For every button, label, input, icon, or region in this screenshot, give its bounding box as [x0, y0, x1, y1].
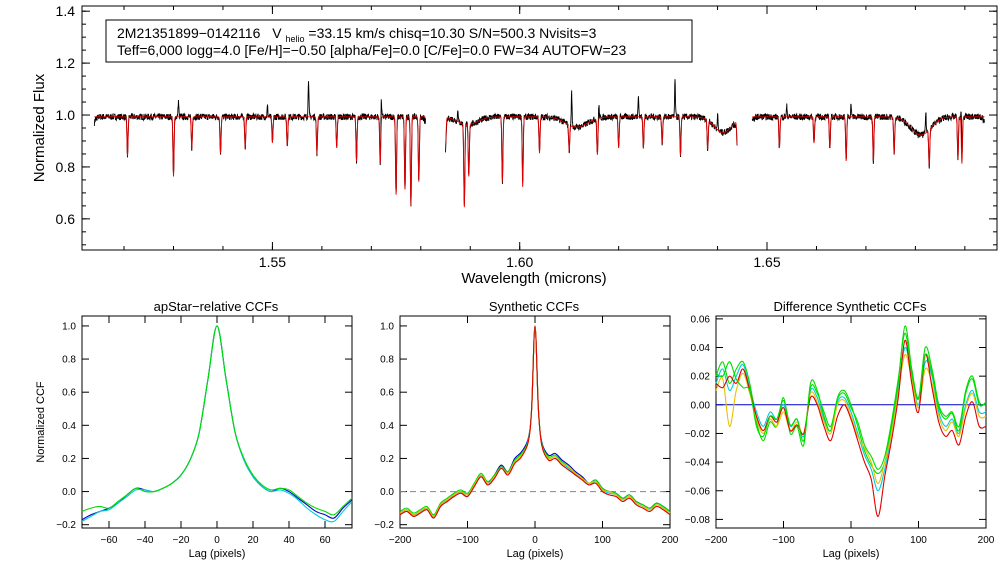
difference-ccf-x-tick-label: 200 [978, 535, 995, 546]
spectrum-x-label: Wavelength (microns) [461, 270, 606, 287]
apstar-ccf-x-tick-label: 40 [283, 535, 295, 546]
synthetic-ccf-y-tick-label: 0.6 [380, 388, 394, 399]
apstar-ccf-x-tick-label: 20 [247, 535, 259, 546]
apstar-ccf-x-label: Lag (pixels) [189, 548, 246, 560]
apstar-ccf-x-tick-label: −20 [173, 535, 190, 546]
spectrum-x-tick-label: 1.65 [753, 254, 780, 270]
spectrum-y-tick-label: 0.6 [56, 211, 76, 227]
synthetic-ccf-y-tick-label: 0.4 [380, 421, 394, 432]
apstar-ccf-x-tick-label: −60 [101, 535, 118, 546]
apstar-ccf-y-tick-label: 0.0 [62, 487, 76, 498]
model-spectrum-line [94, 116, 426, 206]
model-spectrum-line [752, 116, 985, 166]
apstar-ccf-series-visit-1 [81, 325, 353, 521]
difference-ccf-series-visit-4 [715, 354, 987, 485]
spectrum-y-ticks: 0.6 0.8 1.0 1.2 1.4 [56, 3, 997, 246]
spectrum-y-label: Normalized Flux [31, 73, 48, 182]
observed-spectrum-line [93, 81, 426, 207]
difference-ccf-x-label: Lag (pixels) [823, 548, 880, 560]
synthetic-ccf-x-tick-label: 0 [532, 535, 538, 546]
synthetic-ccf-y-tick-label: 0.0 [380, 487, 394, 498]
apstar-ccf-lines [81, 325, 353, 523]
apstar-ccf-y-tick-label: 0.8 [62, 355, 76, 366]
apstar-ccf-series-visit-3 [81, 325, 353, 516]
difference-ccf-panel: Difference Synthetic CCFs −200 −100 0 100 20… [685, 299, 995, 560]
apstar-ccf-series-visit-2 [81, 325, 353, 523]
difference-ccf-series-visit-2 [715, 346, 987, 492]
apstar-ccf-y-tick-label: 0.4 [62, 421, 76, 432]
synthetic-ccf-series-visit-2 [399, 325, 671, 519]
synthetic-ccf-title: Synthetic CCFs [489, 299, 580, 314]
difference-ccf-ticks: −200 −100 0 100 200 −0.08 −0.06 −0.04 −0.02 0.00 0… [685, 314, 995, 546]
info-line-1-rest: =33.15 km/s chisq=10.30 S/N=500.3 Nvisit… [308, 25, 596, 41]
synthetic-ccf-ticks: −200 −100 0 100 200 −0.2 0.0 0.2 0.4 0.6 0.8 1.0 [374, 316, 679, 546]
apstar-ccf-y-label: Normalized CCF [35, 381, 47, 463]
info-line-2: Teff=6,000 logg=4.0 [Fe/H]=−0.50 [alpha/… [117, 42, 626, 58]
apstar-ccf-y-tick-label: 0.6 [62, 388, 76, 399]
difference-ccf-series-visit-6 [715, 332, 987, 470]
model-spectrum-line [445, 116, 738, 208]
difference-ccf-x-tick-label: −100 [772, 535, 795, 546]
synthetic-ccf-x-tick-label: −100 [456, 535, 479, 546]
difference-ccf-y-tick-label: −0.04 [685, 458, 711, 469]
apstar-ccf-y-tick-label: 1.0 [62, 321, 76, 332]
spectrum-lines [93, 79, 985, 208]
synthetic-ccf-series-visit-4 [399, 325, 671, 517]
synthetic-ccf-x-tick-label: 100 [594, 535, 611, 546]
spectrum-panel: 0.6 0.8 1.0 1.2 1.4 1.55 1.60 1.65 2M21351899−… [31, 3, 998, 287]
synthetic-ccf-y-tick-label: −0.2 [374, 520, 394, 531]
difference-ccf-lines [715, 325, 987, 518]
difference-ccf-y-tick-label: −0.02 [685, 429, 711, 440]
apstar-ccf-x-tick-label: −40 [137, 535, 154, 546]
apstar-ccf-frame [81, 315, 353, 529]
difference-ccf-y-tick-label: 0.02 [691, 372, 711, 383]
info-line-1: 2M21351899−0142116 V helio =33.15 km/s c… [117, 25, 597, 45]
difference-ccf-y-tick-label: 0.06 [691, 314, 711, 325]
observed-spectrum-line [751, 103, 985, 169]
difference-ccf-x-tick-label: 100 [910, 535, 927, 546]
difference-ccf-y-tick-label: 0.04 [691, 343, 711, 354]
difference-ccf-x-tick-label: 0 [848, 535, 854, 546]
synthetic-ccf-y-tick-label: 0.2 [380, 454, 394, 465]
apstar-ccf-y-tick-label: −0.2 [56, 520, 76, 531]
apstar-ccf-x-tick-label: 0 [214, 535, 220, 546]
spectrum-x-tick-label: 1.60 [506, 254, 533, 270]
synthetic-ccf-series-visit-5 [399, 325, 671, 519]
difference-ccf-series-visit-5 [715, 339, 987, 518]
difference-ccf-x-tick-label: −200 [705, 535, 728, 546]
synthetic-ccf-x-tick-label: −200 [389, 535, 412, 546]
synthetic-ccf-y-tick-label: 0.8 [380, 355, 394, 366]
synthetic-ccf-y-tick-label: 1.0 [380, 321, 394, 332]
observed-spectrum-line [445, 79, 738, 206]
spectrum-x-tick-label: 1.55 [259, 254, 286, 270]
apstar-ccf-ticks: −60 −40 −20 0 20 40 60 −0.2 0.0 0.2 0.4 0.6 0.8 1.0 [56, 316, 352, 546]
spectrum-x-ticks: 1.55 1.60 1.65 [123, 6, 966, 270]
spectrum-y-tick-label: 0.8 [56, 159, 76, 175]
difference-ccf-title: Difference Synthetic CCFs [774, 299, 927, 314]
apstar-ccf-x-tick-label: 60 [319, 535, 331, 546]
apstar-ccf-title: apStar−relative CCFs [154, 299, 279, 314]
difference-ccf-y-tick-label: −0.08 [685, 515, 711, 526]
spectrum-y-tick-label: 1.0 [56, 107, 76, 123]
synthetic-ccf-series-visit-1 [399, 325, 671, 517]
apstar-ccf-y-tick-label: 0.2 [62, 454, 76, 465]
info-box [105, 19, 693, 63]
synthetic-ccf-series-visit-3 [399, 325, 671, 516]
v-helio-subscript: helio [286, 34, 305, 44]
star-id: 2M21351899−0142116 [117, 25, 261, 41]
difference-ccf-y-tick-label: −0.06 [685, 486, 711, 497]
v-helio-letter: V [272, 25, 282, 41]
difference-ccf-series-visit-3 [715, 325, 987, 475]
synthetic-ccf-lines [399, 325, 671, 519]
synthetic-ccf-x-tick-label: 200 [662, 535, 679, 546]
difference-ccf-y-tick-label: 0.00 [691, 400, 711, 411]
synthetic-ccf-x-label: Lag (pixels) [507, 548, 564, 560]
spectrum-y-tick-label: 1.4 [56, 3, 76, 19]
spectrum-y-tick-label: 1.2 [56, 55, 76, 71]
apstar-ccf-panel: apStar−relative CCFs −60 −40 −20 0 20 40 60 −0.… [35, 299, 353, 560]
synthetic-ccf-panel: Synthetic CCFs −200 −100 0 100 200 −0.2 0.0 0.2… [374, 299, 679, 560]
